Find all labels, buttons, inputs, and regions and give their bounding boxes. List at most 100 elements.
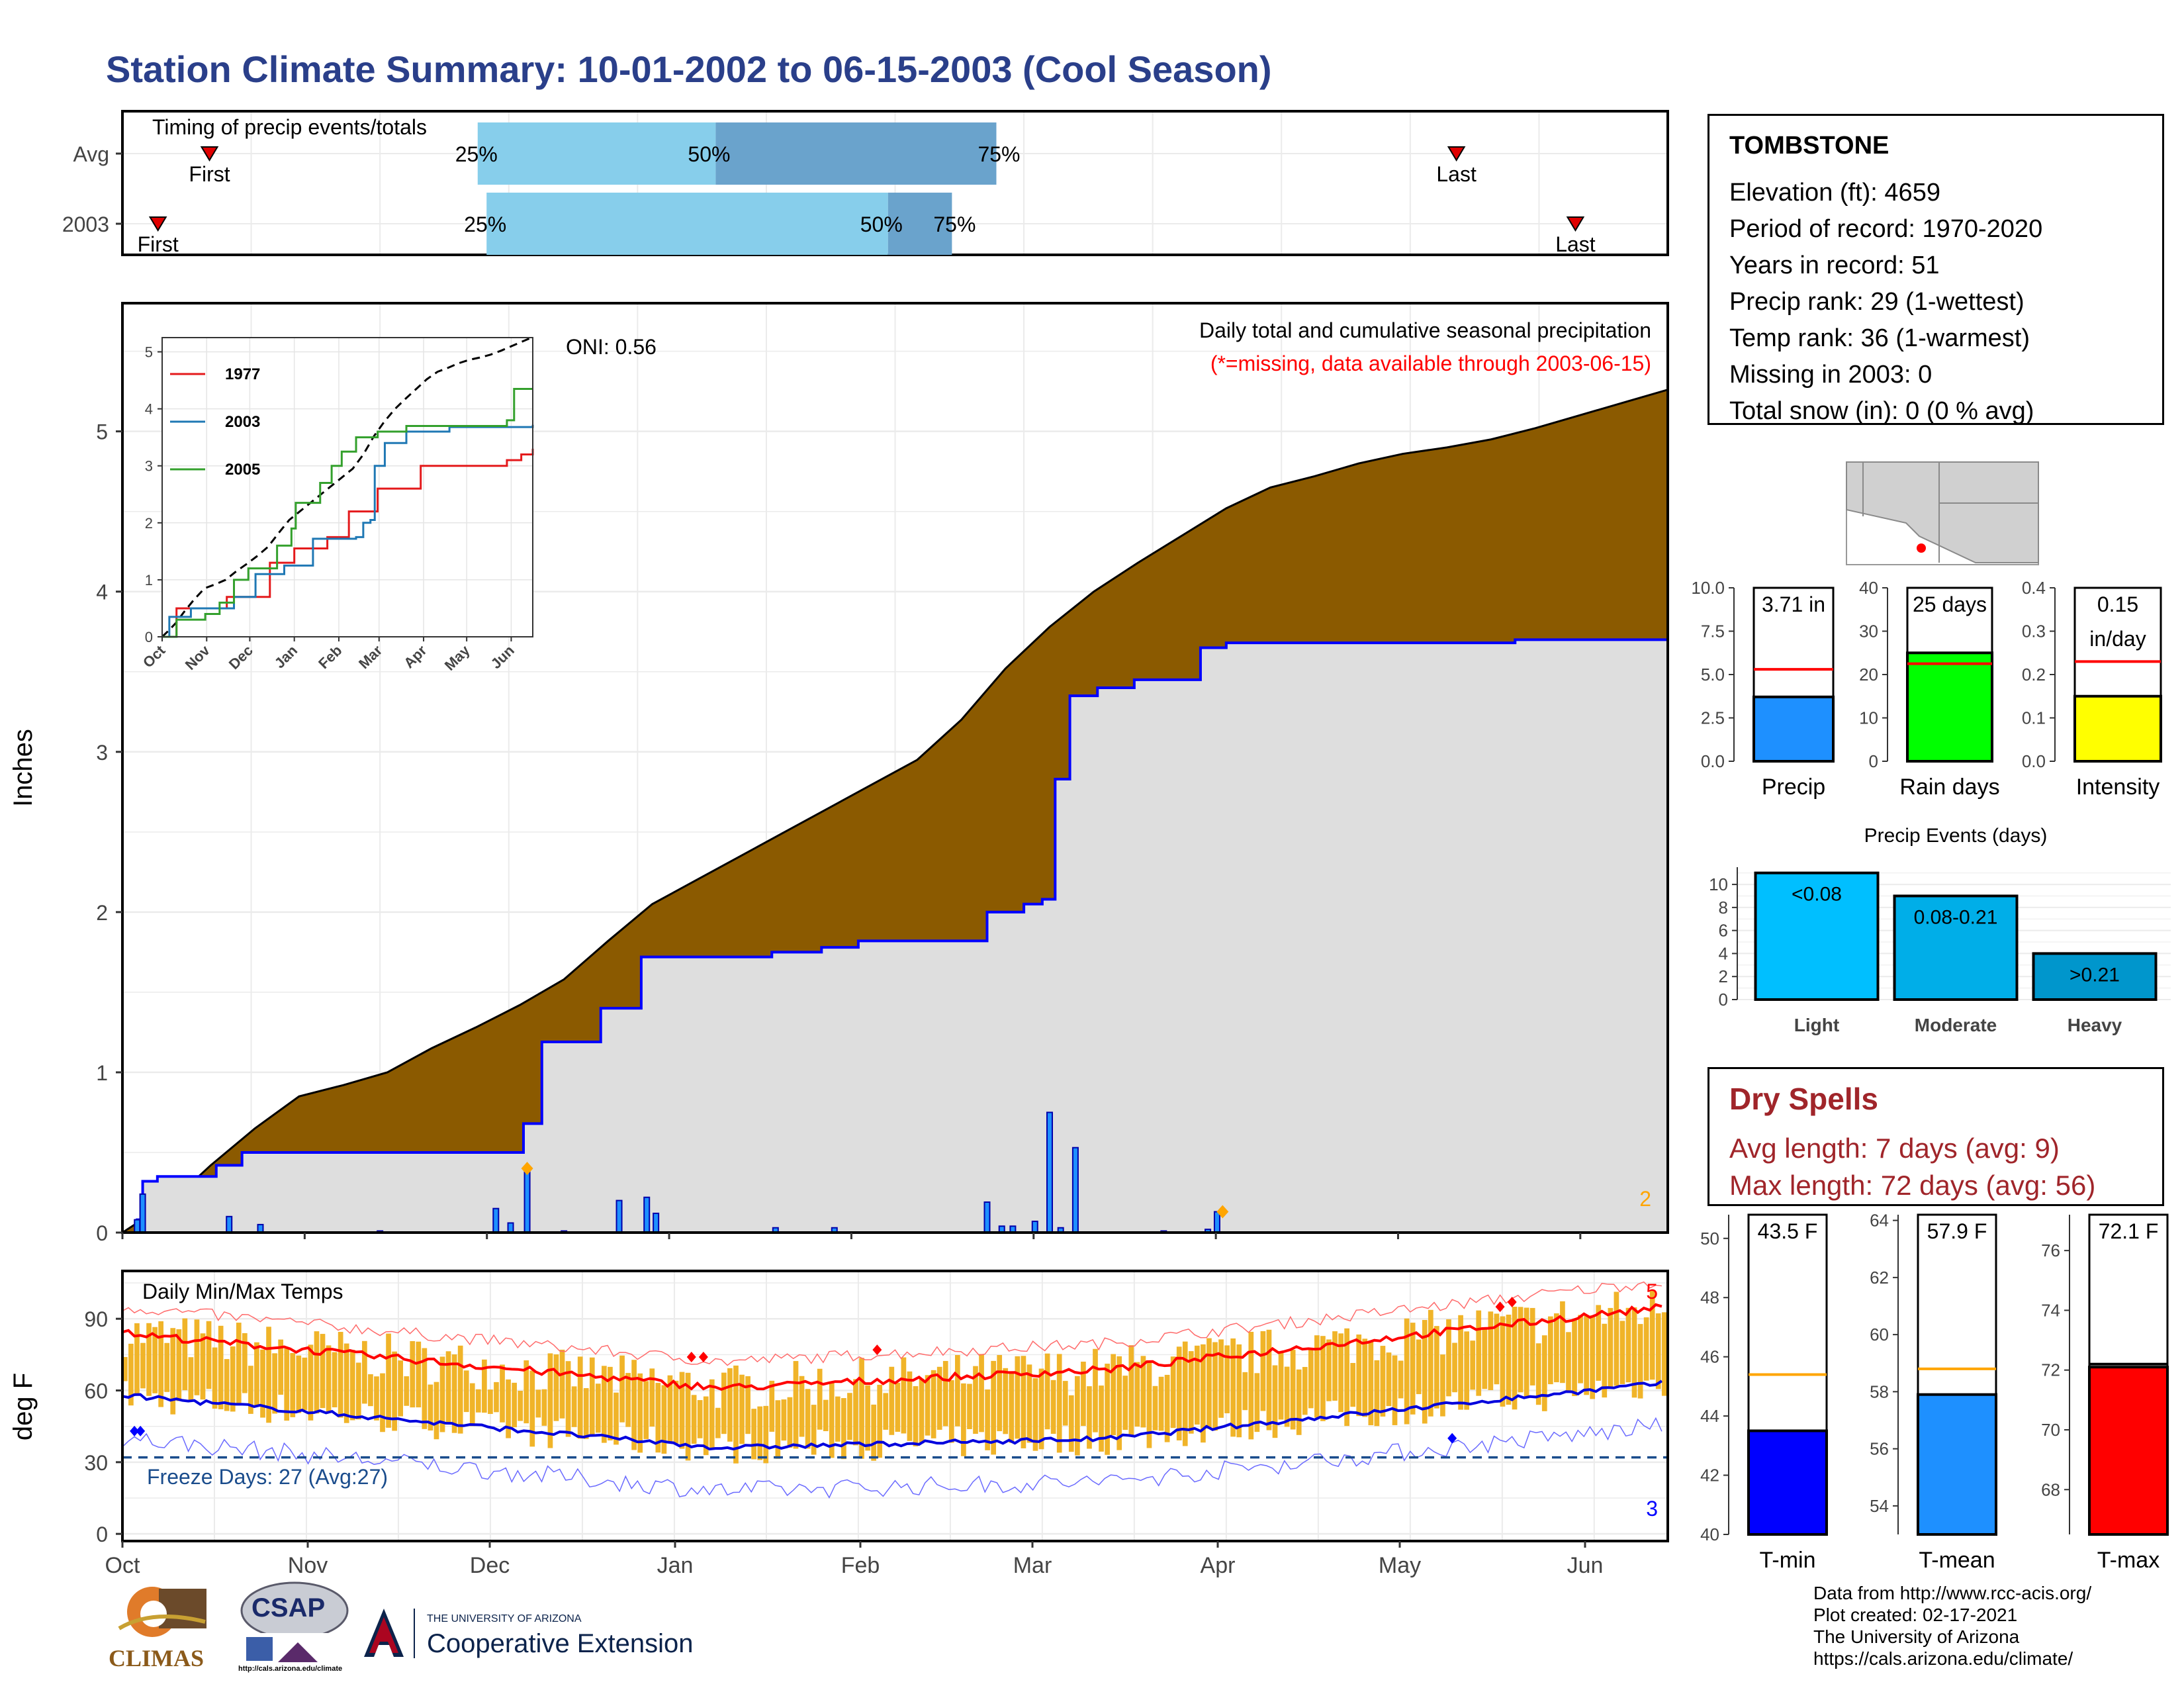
- intensity-y-tick-label: 0.2: [2022, 665, 2046, 684]
- tmin-y-tick-label: 42: [1700, 1466, 1719, 1485]
- tmax-y-tick-label: 68: [2041, 1479, 2060, 1499]
- station-location-marker: [1917, 543, 1926, 553]
- temp-daily-bar: [1044, 1353, 1050, 1430]
- temp-daily-bar: [649, 1368, 655, 1427]
- record-low-marker: [1447, 1432, 1457, 1444]
- temp-daily-bar: [272, 1353, 277, 1414]
- events-bar-label: <0.08: [1792, 884, 1842, 906]
- temp-daily-bar: [1368, 1340, 1374, 1426]
- temp-daily-bar: [212, 1347, 218, 1409]
- temp-daily-bar: [727, 1368, 733, 1442]
- events-y-tick-label: 4: [1719, 943, 1728, 963]
- events-bar-label: >0.21: [2070, 964, 2120, 986]
- temp-daily-bar: [1380, 1346, 1386, 1417]
- temp-daily-bar: [439, 1356, 445, 1432]
- temp-daily-bar: [1649, 1290, 1655, 1380]
- temp-daily-bar: [1512, 1307, 1518, 1410]
- temp-daily-bar: [721, 1372, 727, 1434]
- cum-y-tick-label: 0: [96, 1221, 108, 1245]
- tmin-y-tick-label: 44: [1700, 1406, 1719, 1426]
- temp-daily-bar: [1296, 1369, 1302, 1435]
- tmean-bar: [1917, 1393, 1997, 1536]
- temp-daily-bar: [170, 1328, 176, 1415]
- temp-daily-bar: [1062, 1381, 1068, 1426]
- events-y-tick-label: 0: [1719, 990, 1728, 1009]
- precip-y-tick-label: 7.5: [1701, 622, 1725, 641]
- temp-daily-bar: [1350, 1362, 1356, 1407]
- temp-daily-bar: [1188, 1351, 1194, 1434]
- temp-daily-bar: [218, 1325, 224, 1409]
- inset-legend-label: 1977: [225, 365, 260, 383]
- precip-y-tick-label: 0.0: [1701, 751, 1725, 771]
- tmin-y-tick-label: 46: [1700, 1347, 1719, 1367]
- daily-precip-bar: [226, 1215, 233, 1233]
- temp-daily-bar: [661, 1385, 667, 1454]
- dry-spells-max: Max length: 72 days (avg: 56): [1729, 1170, 2096, 1201]
- temp-daily-bar: [1655, 1313, 1661, 1389]
- temp-daily-bar: [433, 1382, 439, 1440]
- events-y-tick-label: 10: [1709, 874, 1728, 894]
- temp-daily-bar: [577, 1356, 583, 1439]
- temp-y-tick-label: 0: [96, 1523, 108, 1546]
- temp-daily-bar: [1362, 1338, 1368, 1417]
- temp-daily-bar: [961, 1383, 966, 1456]
- temp-daily-bar: [757, 1406, 763, 1460]
- temp-daily-bar: [955, 1355, 960, 1427]
- temp-daily-bar: [1056, 1354, 1062, 1453]
- station-precip-rank: Precip rank: 29 (1-wettest): [1729, 288, 2025, 316]
- temp-daily-bar: [936, 1366, 942, 1430]
- temp-daily-bar: [308, 1344, 314, 1421]
- tmax-y-tick-label: 70: [2041, 1420, 2060, 1440]
- summary-bar-charts: 0.02.55.07.510.03.71 inPrecip01020304025…: [1691, 578, 2171, 1573]
- temp-daily-bar: [1134, 1362, 1140, 1427]
- temp-daily-bar: [541, 1389, 547, 1426]
- temp-daily-bar: [1068, 1395, 1074, 1452]
- temp-daily-bar: [1206, 1338, 1212, 1429]
- tmean-axis-label: T-mean: [1919, 1548, 1995, 1573]
- timing-label: Timing of precip events/totals: [152, 115, 427, 139]
- temp-daily-bar: [1584, 1315, 1589, 1395]
- record-low-marker: [130, 1425, 140, 1436]
- inset-legend-label: 2005: [225, 461, 260, 479]
- credit-url: https://cals.arizona.edu/climate/: [1813, 1648, 2073, 1669]
- temp-daily-bar: [242, 1333, 248, 1393]
- temp-daily-bar: [1116, 1356, 1122, 1450]
- inset-series-2005: [162, 387, 533, 638]
- temp-daily-bar: [1578, 1315, 1583, 1383]
- temp-daily-bar: [1170, 1356, 1176, 1429]
- temp-record-min-line: [122, 1417, 1662, 1499]
- temp-daily-bar: [1026, 1364, 1032, 1443]
- tmax-bar: [2088, 1366, 2169, 1536]
- temp-daily-bar: [631, 1360, 637, 1450]
- temp-daily-bar: [1195, 1345, 1200, 1425]
- temp-daily-bar: [751, 1409, 756, 1460]
- temp-daily-bar: [1392, 1355, 1398, 1425]
- temp-daily-bar: [1554, 1313, 1559, 1383]
- temp-daily-bar: [883, 1393, 889, 1430]
- temp-daily-bar: [1452, 1342, 1457, 1393]
- temp-daily-bar: [817, 1368, 823, 1430]
- temp-daily-bar: [535, 1389, 541, 1418]
- missing-marker: [1216, 1205, 1229, 1219]
- tmean-y-tick-label: 60: [1870, 1325, 1889, 1344]
- temp-daily-bar: [332, 1352, 338, 1408]
- temp-daily-bar: [404, 1376, 410, 1406]
- temp-daily-bar: [673, 1380, 679, 1444]
- temp-daily-bar: [691, 1395, 697, 1444]
- temp-daily-bar: [1314, 1335, 1320, 1418]
- inset-y-tick-label: 4: [145, 401, 153, 418]
- temp-daily-bar: [314, 1331, 320, 1414]
- first-marker: [148, 216, 167, 232]
- temp-daily-bar: [1625, 1307, 1631, 1383]
- temp-daily-bar: [1254, 1373, 1260, 1432]
- temp-daily-bar: [164, 1342, 170, 1392]
- temp-daily-bar: [1182, 1341, 1188, 1446]
- temp-daily-bar: [410, 1340, 416, 1408]
- timing-bar-50-75: [887, 193, 952, 255]
- month-tick-label: Oct: [105, 1553, 140, 1578]
- temp-corner-min: 3: [1646, 1497, 1658, 1521]
- events-bar-label: 0.08-0.21: [1914, 906, 1998, 928]
- month-tick-label: Nov: [288, 1553, 328, 1578]
- temp-daily-bar: [847, 1393, 852, 1440]
